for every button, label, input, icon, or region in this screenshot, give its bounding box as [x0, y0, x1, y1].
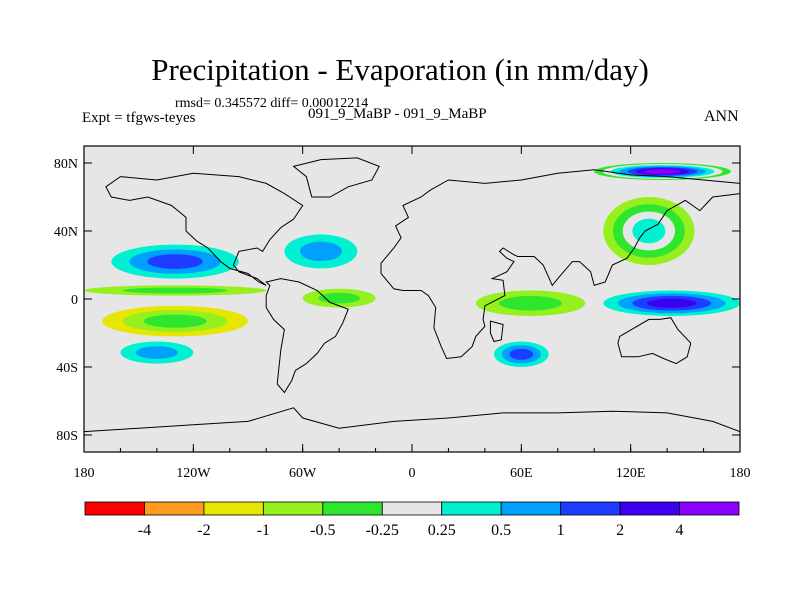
- continent-madagascar: [489, 320, 504, 343]
- y-tick-label: 0: [71, 293, 78, 308]
- colorbar-swatch: [619, 501, 680, 516]
- colorbar-label: -0.25: [366, 522, 399, 539]
- colorbar-label: 0.25: [428, 522, 456, 539]
- contour-region-0-level-8: [147, 254, 203, 269]
- contour-region-2-level-4: [122, 287, 228, 294]
- contour-region-9-level-10: [644, 169, 682, 174]
- contour-fields: [84, 163, 740, 367]
- continent-africa-eurasia: [380, 169, 740, 360]
- colorbar-label: 4: [676, 522, 684, 539]
- season-label: ANN: [704, 108, 739, 125]
- chart-title: Precipitation - Evaporation (in mm/day): [151, 52, 649, 87]
- continent-south-america: [265, 278, 349, 394]
- colorbar-label: 2: [616, 522, 624, 539]
- contour-region-3-level-4: [143, 314, 207, 328]
- x-tick-label: 120E: [616, 466, 646, 481]
- y-tick-label: 80S: [56, 429, 78, 444]
- colorbar-swatch: [679, 501, 740, 516]
- colorbar-swatch: [84, 501, 145, 516]
- colorbar-swatch: [500, 501, 562, 516]
- colorbar-label: 1: [557, 522, 565, 539]
- chart-subtitle: 091_9_MaBP - 091_9_MaBP: [308, 106, 487, 122]
- y-tick-label: 40N: [54, 225, 78, 240]
- experiment-label: Expt = tfgws-teyes: [82, 110, 196, 126]
- colorbar-swatch: [560, 501, 621, 516]
- x-axis: 180 120W 60W 0 60E 120E 180: [74, 146, 751, 481]
- continent-north-america: [105, 172, 304, 286]
- y-axis: 80N 40N 0 40S 80S: [54, 157, 740, 444]
- colorbar-label: -0.5: [310, 522, 335, 539]
- continent-antarctica: [84, 407, 740, 433]
- contour-region-10-level-7: [135, 346, 178, 359]
- rmsd-stats: rmsd= 0.345572 diff= 0.00012214: [175, 96, 369, 111]
- contour-region-6-level-8: [509, 348, 534, 360]
- x-tick-label: 180: [74, 466, 95, 481]
- y-tick-label: 80N: [54, 157, 78, 172]
- continent-outlines: [84, 157, 740, 433]
- colorbar-swatch: [441, 501, 502, 516]
- x-tick-label: 60E: [510, 466, 533, 481]
- x-tick-label: 0: [409, 466, 416, 481]
- contour-region-7-level-9: [646, 298, 697, 308]
- x-tick-label: 180: [730, 466, 751, 481]
- continent-greenland: [292, 157, 380, 198]
- colorbar-label: 0.5: [491, 522, 511, 539]
- contour-region-5-level-4: [499, 295, 562, 311]
- colorbar-swatch: [322, 501, 383, 516]
- contour-region-1-level-7: [299, 241, 342, 262]
- colorbar-swatch: [203, 501, 264, 516]
- continent-australia: [617, 317, 692, 365]
- colorbar-label: -4: [138, 522, 151, 539]
- colorbar-label: -2: [197, 522, 210, 539]
- colorbar-swatch: [144, 501, 205, 516]
- colorbar-swatch: [381, 501, 443, 516]
- y-tick-label: 40S: [56, 361, 78, 376]
- x-tick-label: 60W: [289, 466, 317, 481]
- x-tick-label: 120W: [176, 466, 211, 481]
- colorbar-label: -1: [257, 522, 270, 539]
- colorbar-swatch: [262, 501, 324, 516]
